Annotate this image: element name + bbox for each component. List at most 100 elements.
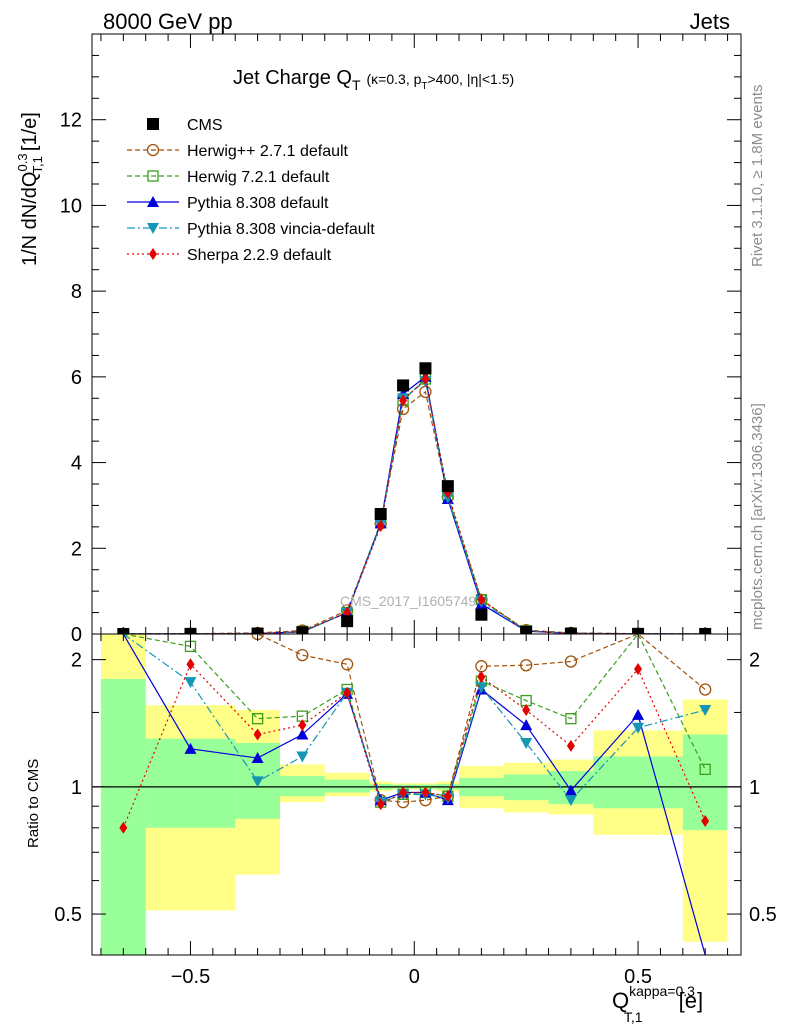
y-tick-label: 1 (71, 777, 82, 799)
ratio-point (251, 752, 264, 764)
ratio-point (632, 722, 645, 734)
ratio-line (123, 634, 706, 803)
x-tick-label: 0.5 (624, 966, 652, 988)
ratio-point (564, 655, 578, 668)
data-point (475, 608, 488, 621)
data-point (376, 520, 385, 532)
data-point (477, 593, 486, 606)
ratio-point (421, 786, 430, 799)
mcplots-label: mcplots.cern.ch [arXiv:1306.3436] (749, 403, 766, 630)
ratio-line (122, 634, 706, 955)
main-series (117, 362, 712, 634)
band-inner (682, 734, 728, 831)
data-point (374, 508, 387, 520)
ratio-point (184, 742, 197, 754)
data-point (399, 394, 408, 407)
ratio-point (632, 708, 645, 720)
legend-label: Sherpa 2.2.9 default (187, 247, 332, 264)
band-inner (279, 776, 325, 797)
ratio-panel: −0.5 0 0.5 0.5 0.5 1 1 2 2 (54, 633, 777, 988)
header-right: Jets (690, 9, 730, 34)
y-axis-label-main: 1/N dN/dQ0.3T,1[1/e] (15, 112, 45, 266)
ratio-line (122, 663, 706, 829)
ratio-point (520, 719, 533, 731)
rivet-label: Rivet 3.1.10, ≥ 1.8M events (749, 85, 766, 268)
ratio-point (520, 659, 533, 672)
x-tick-label: −0.5 (171, 966, 210, 988)
ratio-point (343, 686, 352, 699)
ratio-point (699, 705, 712, 717)
ratio-point (566, 739, 575, 752)
ratio-point (119, 821, 128, 834)
ratio-point (296, 728, 309, 740)
ratio-point (520, 737, 533, 749)
y-tick-label: 12 (60, 110, 82, 132)
ratio-point (443, 790, 452, 803)
ratio-series (119, 634, 712, 955)
ratio-point (564, 795, 577, 807)
y-tick-label: 4 (71, 453, 82, 475)
ratio-point (253, 728, 262, 741)
ratio-point (340, 658, 354, 671)
series-line (123, 380, 706, 634)
legend-marker (147, 118, 159, 130)
legend-marker (147, 223, 159, 234)
plot-title: Jet Charge QT (κ=0.3, pT>400, |η|<1.5) (233, 67, 514, 93)
legend-label: CMS (187, 117, 223, 134)
legend-label: Pythia 8.308 vincia-default (187, 221, 375, 238)
ratio-frame (91, 633, 742, 956)
ratio-point (184, 677, 197, 689)
watermark: CMS_2017_I1605749 (340, 593, 476, 609)
y-tick-label-right: 0.5 (749, 904, 777, 926)
header-left: 8000 GeV pp (103, 9, 233, 34)
x-tick-label: 0 (409, 966, 420, 988)
data-point (421, 373, 430, 385)
legend-label: Herwig 7.2.1 default (187, 169, 330, 186)
band-inner (324, 779, 370, 793)
y-axis-label-ratio: Ratio to CMS (25, 759, 42, 848)
ratio-point (251, 713, 264, 725)
y-tick-label: 2 (71, 538, 82, 560)
ratio-point (296, 751, 309, 763)
data-point (419, 362, 432, 375)
uncertainty-bands (100, 634, 728, 955)
ratio-point (399, 786, 408, 799)
ratio-point (564, 784, 577, 796)
ratio-point (477, 670, 486, 683)
ratio-point (522, 704, 531, 717)
ratio-point (251, 776, 264, 788)
y-tick-label-right: 2 (749, 650, 760, 672)
band-inner (100, 678, 146, 955)
x-axis-label: Qkappa=0.3 T,1[e] (612, 983, 703, 1024)
legend-marker (149, 248, 157, 260)
ratio-line (122, 634, 706, 803)
y-tick-label: 10 (60, 195, 82, 217)
legend-marker (147, 170, 159, 182)
ratio-point (699, 683, 712, 696)
ratio-point (298, 719, 307, 732)
ratio-point (701, 815, 710, 828)
data-point (341, 615, 354, 628)
band-inner (593, 756, 683, 809)
legend-marker (147, 196, 159, 207)
legend-label: Herwig++ 2.7.1 default (187, 143, 349, 160)
legend-label: Pythia 8.308 default (187, 195, 329, 212)
series-line (123, 390, 706, 634)
ratio-point (699, 763, 711, 776)
y-tick-label-right: 1 (749, 777, 760, 799)
data-point (397, 379, 410, 392)
y-tick-label: 2 (71, 650, 82, 672)
ratio-point (186, 658, 195, 671)
main-panel: 0 2 4 6 8 10 12 (60, 33, 742, 646)
y-tick-label: 0 (71, 624, 82, 646)
legend: CMS Herwig++ 2.7.1 default Herwig 7.2.1 de… (127, 117, 375, 264)
y-tick-label: 6 (71, 367, 82, 389)
ratio-line (123, 634, 706, 803)
series-line (123, 377, 706, 634)
y-tick-label: 0.5 (54, 904, 82, 926)
ratio-point (634, 663, 643, 676)
data-point (441, 480, 454, 493)
y-tick-label: 8 (71, 281, 82, 303)
ratio-point (565, 713, 577, 725)
